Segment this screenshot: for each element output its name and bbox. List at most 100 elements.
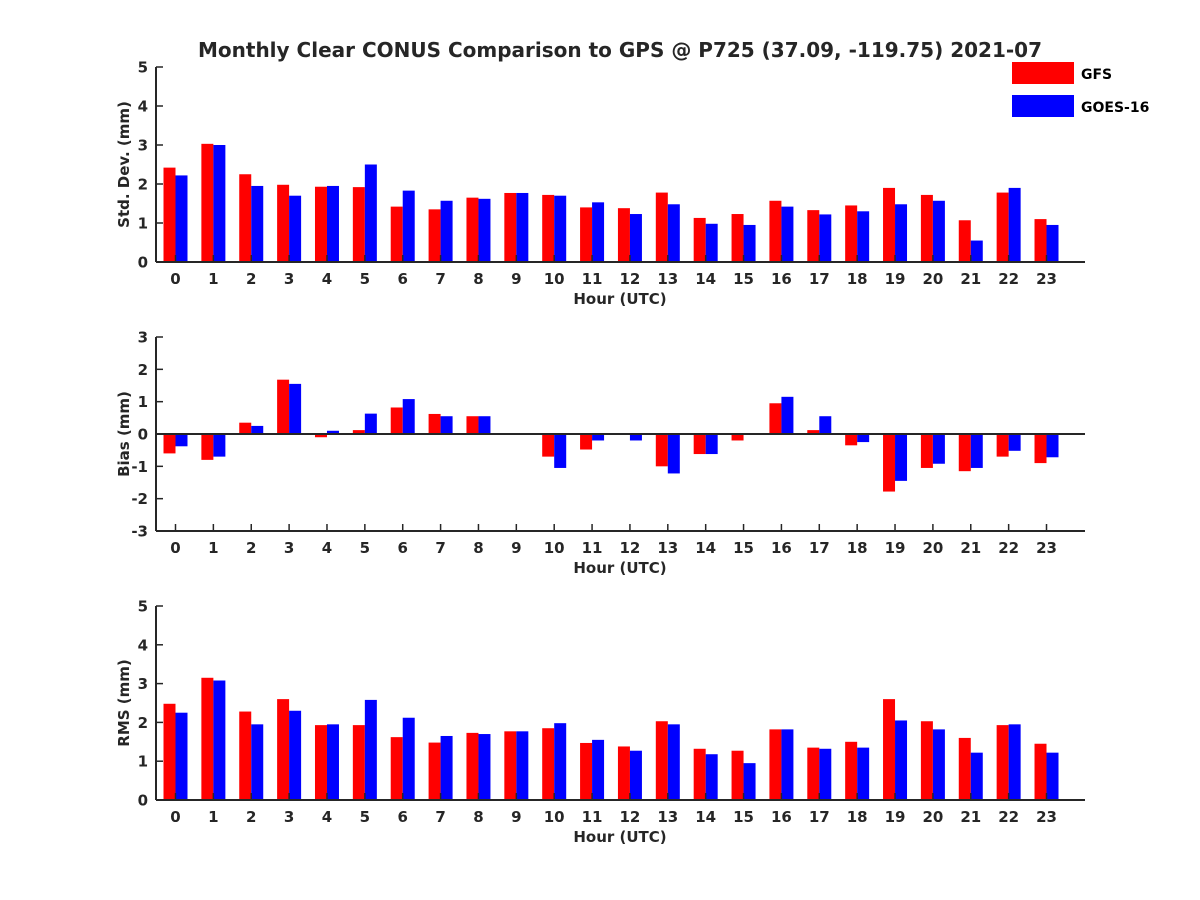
- bar-goes16-hour-3: [289, 710, 302, 800]
- bar-goes16-hour-18: [857, 211, 870, 262]
- bar-gfs-hour-18: [845, 205, 858, 262]
- y-tick-label: -2: [131, 490, 148, 508]
- x-tick-label: 21: [960, 270, 981, 288]
- x-tick-label: 20: [922, 270, 943, 288]
- y-tick-label: 2: [138, 714, 148, 732]
- x-tick-label: 1: [208, 539, 218, 557]
- bar-gfs-hour-20: [920, 194, 933, 262]
- y-tick-label: 1: [138, 393, 148, 411]
- bar-gfs-hour-17: [807, 430, 820, 434]
- x-tick-label: 11: [582, 270, 603, 288]
- x-tick-label: 6: [398, 808, 408, 826]
- legend-swatch-goes16: [1012, 95, 1074, 117]
- bar-gfs-hour-15: [731, 750, 744, 800]
- bar-gfs-hour-3: [277, 184, 290, 262]
- x-tick-label: 16: [771, 539, 792, 557]
- x-tick-label: 23: [1036, 808, 1057, 826]
- bar-gfs-hour-17: [807, 747, 820, 800]
- bar-gfs-hour-23: [1034, 743, 1047, 800]
- x-tick-label: 22: [998, 808, 1019, 826]
- bar-gfs-hour-7: [428, 742, 441, 800]
- y-axis-label: RMS (mm): [115, 659, 133, 746]
- x-tick-label: 17: [809, 539, 830, 557]
- bar-goes16-hour-7: [440, 735, 453, 800]
- bar-goes16-hour-14: [705, 754, 718, 800]
- bar-goes16-hour-12: [629, 214, 642, 262]
- bar-goes16-hour-2: [251, 185, 264, 262]
- x-tick-label: 2: [246, 539, 256, 557]
- bar-goes16-hour-15: [743, 224, 756, 262]
- x-tick-label: 19: [885, 808, 906, 826]
- bar-goes16-hour-7: [440, 200, 453, 262]
- bar-gfs-hour-11: [580, 434, 593, 450]
- bar-goes16-hour-8: [478, 734, 491, 800]
- bar-gfs-hour-18: [845, 741, 858, 800]
- x-tick-label: 5: [360, 270, 370, 288]
- bar-gfs-hour-15: [731, 214, 744, 262]
- bar-goes16-hour-1: [213, 680, 226, 800]
- bar-gfs-hour-5: [352, 430, 365, 434]
- y-tick-label: 0: [138, 792, 148, 810]
- bar-gfs-hour-14: [693, 434, 706, 455]
- bar-gfs-hour-16: [769, 200, 782, 262]
- bar-gfs-hour-11: [580, 742, 593, 800]
- bar-gfs-hour-11: [580, 207, 593, 262]
- bar-goes16-hour-21: [970, 240, 983, 262]
- bar-gfs-hour-17: [807, 210, 820, 262]
- legend-swatch-gfs: [1012, 62, 1074, 84]
- bar-gfs-hour-8: [466, 416, 479, 434]
- bar-goes16-hour-23: [1046, 434, 1059, 458]
- x-tick-label: 7: [435, 808, 445, 826]
- bar-goes16-hour-17: [819, 748, 832, 800]
- x-tick-label: 2: [246, 808, 256, 826]
- bar-gfs-hour-2: [239, 174, 252, 262]
- x-tick-label: 7: [435, 539, 445, 557]
- x-tick-label: 23: [1036, 539, 1057, 557]
- x-tick-label: 5: [360, 808, 370, 826]
- bar-gfs-hour-12: [617, 208, 630, 262]
- x-tick-label: 2: [246, 270, 256, 288]
- x-tick-label: 13: [657, 539, 678, 557]
- bar-gfs-hour-19: [883, 434, 896, 492]
- x-tick-label: 3: [284, 270, 294, 288]
- bar-goes16-hour-5: [364, 699, 377, 800]
- bar-gfs-hour-22: [996, 192, 1009, 262]
- bar-goes16-hour-13: [667, 724, 680, 800]
- bar-gfs-hour-8: [466, 197, 479, 262]
- bar-gfs-hour-3: [277, 379, 290, 434]
- bar-goes16-hour-22: [1008, 434, 1021, 451]
- x-tick-label: 6: [398, 270, 408, 288]
- bar-goes16-hour-23: [1046, 224, 1059, 262]
- bar-goes16-hour-0: [175, 434, 188, 447]
- y-tick-label: 1: [138, 215, 148, 233]
- bar-goes16-hour-0: [175, 712, 188, 800]
- bar-gfs-hour-15: [731, 434, 744, 441]
- bar-gfs-hour-23: [1034, 434, 1047, 464]
- bar-goes16-hour-23: [1046, 752, 1059, 800]
- bar-gfs-hour-0: [163, 703, 176, 800]
- bar-gfs-hour-0: [163, 167, 176, 262]
- x-tick-label: 20: [922, 808, 943, 826]
- bar-gfs-hour-10: [542, 434, 555, 457]
- x-tick-label: 9: [511, 270, 521, 288]
- bar-goes16-hour-20: [932, 729, 945, 800]
- bar-gfs-hour-20: [920, 434, 933, 468]
- x-tick-label: 14: [695, 539, 716, 557]
- bar-goes16-hour-2: [251, 724, 264, 800]
- bar-goes16-hour-4: [326, 430, 339, 434]
- x-tick-label: 7: [435, 270, 445, 288]
- bar-goes16-hour-3: [289, 383, 302, 434]
- bar-gfs-hour-7: [428, 209, 441, 262]
- bar-goes16-hour-1: [213, 145, 226, 262]
- x-tick-label: 1: [208, 808, 218, 826]
- bar-goes16-hour-21: [970, 752, 983, 800]
- bar-goes16-hour-10: [554, 434, 567, 468]
- bar-goes16-hour-17: [819, 416, 832, 434]
- bar-goes16-hour-13: [667, 434, 680, 474]
- bar-goes16-hour-14: [705, 223, 718, 262]
- bar-goes16-hour-10: [554, 723, 567, 800]
- bar-gfs-hour-4: [314, 434, 327, 438]
- bar-gfs-hour-9: [504, 192, 517, 262]
